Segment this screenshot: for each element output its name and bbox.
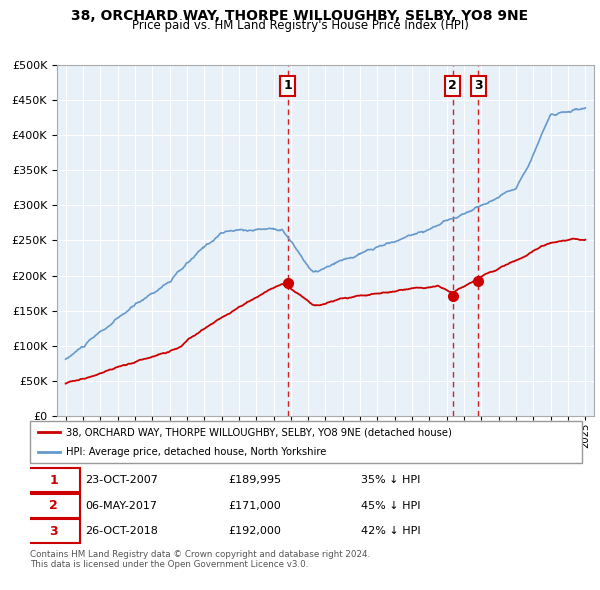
Text: HPI: Average price, detached house, North Yorkshire: HPI: Average price, detached house, Nort…: [66, 447, 326, 457]
FancyBboxPatch shape: [27, 468, 80, 493]
Text: 1: 1: [49, 474, 58, 487]
Text: £189,995: £189,995: [229, 476, 282, 486]
Text: 38, ORCHARD WAY, THORPE WILLOUGHBY, SELBY, YO8 9NE (detached house): 38, ORCHARD WAY, THORPE WILLOUGHBY, SELB…: [66, 427, 452, 437]
Text: 26-OCT-2018: 26-OCT-2018: [85, 526, 158, 536]
FancyBboxPatch shape: [27, 519, 80, 543]
Text: 2: 2: [49, 499, 58, 513]
Text: 06-MAY-2017: 06-MAY-2017: [85, 501, 157, 511]
Text: 38, ORCHARD WAY, THORPE WILLOUGHBY, SELBY, YO8 9NE: 38, ORCHARD WAY, THORPE WILLOUGHBY, SELB…: [71, 9, 529, 23]
Text: 35% ↓ HPI: 35% ↓ HPI: [361, 476, 421, 486]
Text: 42% ↓ HPI: 42% ↓ HPI: [361, 526, 421, 536]
Text: £192,000: £192,000: [229, 526, 281, 536]
FancyBboxPatch shape: [30, 421, 582, 463]
Text: 45% ↓ HPI: 45% ↓ HPI: [361, 501, 421, 511]
Text: Price paid vs. HM Land Registry's House Price Index (HPI): Price paid vs. HM Land Registry's House …: [131, 19, 469, 32]
Text: 23-OCT-2007: 23-OCT-2007: [85, 476, 158, 486]
Text: 2: 2: [448, 80, 457, 93]
Text: 3: 3: [474, 80, 482, 93]
Text: £171,000: £171,000: [229, 501, 281, 511]
Text: 3: 3: [49, 525, 58, 538]
Text: Contains HM Land Registry data © Crown copyright and database right 2024.
This d: Contains HM Land Registry data © Crown c…: [30, 550, 370, 569]
FancyBboxPatch shape: [27, 494, 80, 518]
Text: 1: 1: [283, 80, 292, 93]
